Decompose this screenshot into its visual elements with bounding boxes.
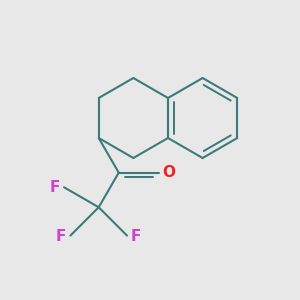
Text: F: F [56,229,66,244]
Text: F: F [131,229,141,244]
Text: O: O [163,165,176,180]
Text: F: F [50,180,60,195]
